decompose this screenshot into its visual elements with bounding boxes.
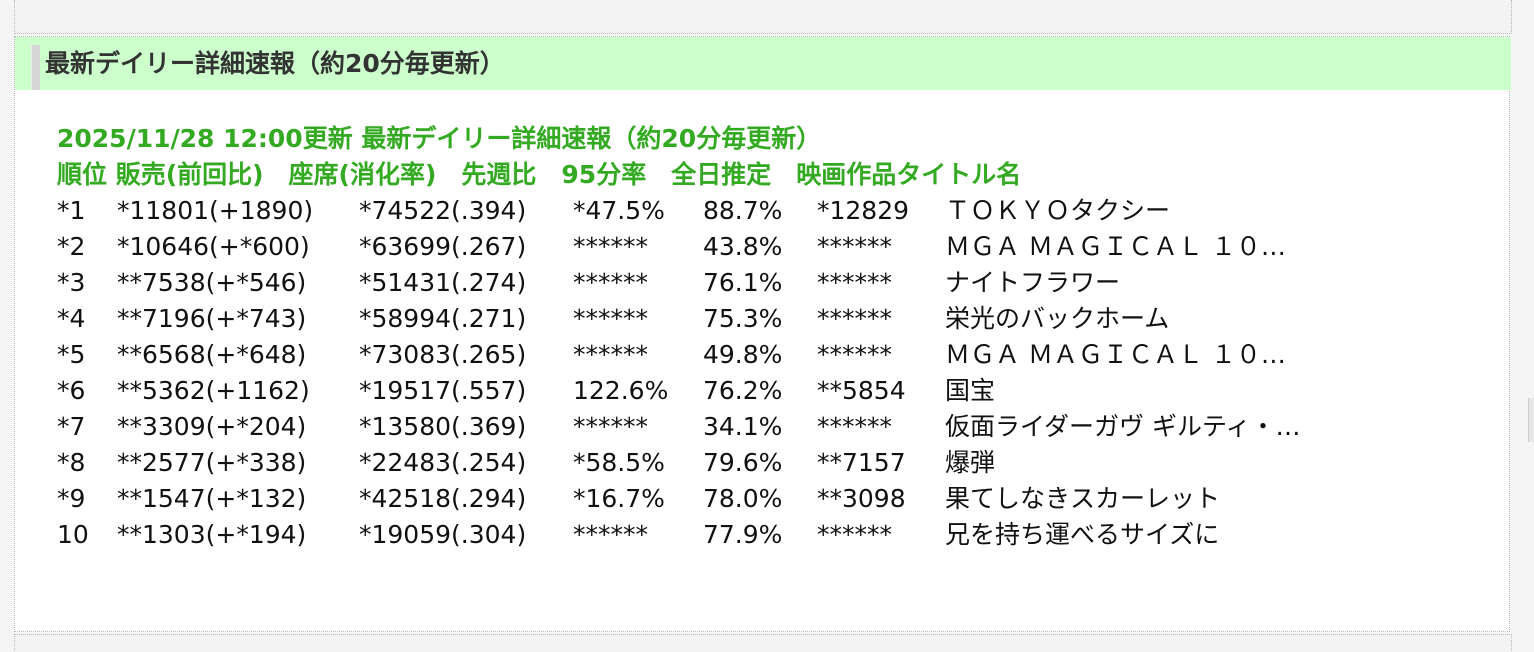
rank-cell: *9 bbox=[57, 484, 86, 513]
seats-cell: *73083(.265) bbox=[359, 340, 527, 369]
movie-title-cell: 爆弾 bbox=[945, 448, 996, 477]
previous-panel-edge bbox=[14, 0, 1512, 34]
sales-cell: *11801(+1890) bbox=[117, 196, 314, 225]
ranking-row: *7 **3309(+*204) *13580(.369) ****** 34.… bbox=[57, 409, 1477, 445]
rank-cell: *4 bbox=[57, 304, 86, 333]
movie-title-cell: ＴＯＫＹＯタクシー bbox=[945, 196, 1171, 225]
movie-title-cell: 国宝 bbox=[945, 376, 996, 405]
week-ratio-cell: ****** bbox=[573, 232, 648, 261]
movie-title-cell: 兄を持ち運べるサイズに bbox=[945, 520, 1220, 549]
week-ratio-cell: 122.6% bbox=[573, 376, 669, 405]
panel-title: 最新デイリー詳細速報（約20分毎更新） bbox=[45, 49, 505, 78]
full-day-estimate-cell: ****** bbox=[817, 232, 892, 261]
panel-header: 最新デイリー詳細速報（約20分毎更新） bbox=[15, 37, 1511, 90]
rank-cell: *1 bbox=[57, 196, 86, 225]
sales-cell: **6568(+*648) bbox=[117, 340, 307, 369]
seats-cell: *74522(.394) bbox=[359, 196, 527, 225]
seats-cell: *51431(.274) bbox=[359, 268, 527, 297]
sales-cell: **3309(+*204) bbox=[117, 412, 307, 441]
full-day-estimate-cell: **3098 bbox=[817, 484, 906, 513]
rate-95-cell: 49.8% bbox=[703, 340, 783, 369]
ranking-row: *3 **7538(+*546) *51431(.274) ****** 76.… bbox=[57, 265, 1477, 301]
report-timestamp: 2025/11/28 12:00更新 最新デイリー詳細速報（約20分毎更新） bbox=[57, 124, 822, 153]
header-tab-marker bbox=[31, 45, 40, 90]
rate-95-cell: 34.1% bbox=[703, 412, 783, 441]
movie-title-cell: ＭＧＡ ＭＡＧＩＣＡＬ １０… bbox=[945, 232, 1286, 261]
rate-95-cell: 78.0% bbox=[703, 484, 783, 513]
movie-title-cell: ＭＧＡ ＭＡＧＩＣＡＬ １０… bbox=[945, 340, 1286, 369]
seats-cell: *42518(.294) bbox=[359, 484, 527, 513]
ranking-row: 10 **1303(+*194) *19059(.304) ****** 77.… bbox=[57, 517, 1477, 553]
sales-cell: *10646(+*600) bbox=[117, 232, 310, 261]
rate-95-cell: 76.1% bbox=[703, 268, 783, 297]
sales-cell: **7196(+*743) bbox=[117, 304, 307, 333]
scroll-edge-marker bbox=[1528, 398, 1534, 442]
rank-cell: *5 bbox=[57, 340, 86, 369]
rank-cell: 10 bbox=[57, 520, 89, 549]
week-ratio-cell: ****** bbox=[573, 340, 648, 369]
daily-report-panel: 最新デイリー詳細速報（約20分毎更新） 2025/11/28 12:00更新 最… bbox=[14, 36, 1511, 632]
full-day-estimate-cell: **7157 bbox=[817, 448, 906, 477]
rate-95-cell: 75.3% bbox=[703, 304, 783, 333]
report-column-headers: 順位 販売(前回比) 座席(消化率) 先週比 95分率 全日推定 映画作品タイト… bbox=[57, 160, 1022, 189]
seats-cell: *63699(.267) bbox=[359, 232, 527, 261]
report-content: 2025/11/28 12:00更新 最新デイリー詳細速報（約20分毎更新） 順… bbox=[57, 121, 1477, 553]
ranking-row: *6 **5362(+1162) *19517(.557) 122.6% 76.… bbox=[57, 373, 1477, 409]
next-panel-edge bbox=[14, 634, 1512, 652]
movie-title-cell: 栄光のバックホーム bbox=[945, 304, 1170, 333]
week-ratio-cell: ****** bbox=[573, 412, 648, 441]
ranking-row: *8 **2577(+*338) *22483(.254) *58.5% 79.… bbox=[57, 445, 1477, 481]
week-ratio-cell: *58.5% bbox=[573, 448, 665, 477]
rank-cell: *8 bbox=[57, 448, 86, 477]
week-ratio-cell: *47.5% bbox=[573, 196, 665, 225]
rate-95-cell: 43.8% bbox=[703, 232, 783, 261]
rate-95-cell: 88.7% bbox=[703, 196, 783, 225]
full-day-estimate-cell: ****** bbox=[817, 268, 892, 297]
sales-cell: **1303(+*194) bbox=[117, 520, 307, 549]
ranking-row: *5 **6568(+*648) *73083(.265) ****** 49.… bbox=[57, 337, 1477, 373]
sales-cell: **5362(+1162) bbox=[117, 376, 310, 405]
week-ratio-cell: *16.7% bbox=[573, 484, 665, 513]
full-day-estimate-cell: *12829 bbox=[817, 196, 910, 225]
movie-title-cell: ナイトフラワー bbox=[945, 268, 1121, 297]
full-day-estimate-cell: ****** bbox=[817, 340, 892, 369]
rank-cell: *7 bbox=[57, 412, 86, 441]
rate-95-cell: 76.2% bbox=[703, 376, 783, 405]
seats-cell: *22483(.254) bbox=[359, 448, 527, 477]
full-day-estimate-cell: **5854 bbox=[817, 376, 906, 405]
ranking-row: *4 **7196(+*743) *58994(.271) ****** 75.… bbox=[57, 301, 1477, 337]
full-day-estimate-cell: ****** bbox=[817, 520, 892, 549]
week-ratio-cell: ****** bbox=[573, 520, 648, 549]
seats-cell: *19517(.557) bbox=[359, 376, 527, 405]
full-day-estimate-cell: ****** bbox=[817, 412, 892, 441]
seats-cell: *19059(.304) bbox=[359, 520, 527, 549]
rank-cell: *6 bbox=[57, 376, 86, 405]
ranking-row: *9 **1547(+*132) *42518(.294) *16.7% 78.… bbox=[57, 481, 1477, 517]
ranking-row: *2 *10646(+*600) *63699(.267) ****** 43.… bbox=[57, 229, 1477, 265]
movie-title-cell: 仮面ライダーガヴ ギルティ・… bbox=[945, 412, 1301, 441]
week-ratio-cell: ****** bbox=[573, 304, 648, 333]
full-day-estimate-cell: ****** bbox=[817, 304, 892, 333]
sales-cell: **2577(+*338) bbox=[117, 448, 307, 477]
seats-cell: *13580(.369) bbox=[359, 412, 527, 441]
rate-95-cell: 79.6% bbox=[703, 448, 783, 477]
seats-cell: *58994(.271) bbox=[359, 304, 527, 333]
movie-title-cell: 果てしなきスカーレット bbox=[945, 484, 1221, 513]
sales-cell: **7538(+*546) bbox=[117, 268, 307, 297]
rate-95-cell: 77.9% bbox=[703, 520, 783, 549]
ranking-row: *1 *11801(+1890) *74522(.394) *47.5% 88.… bbox=[57, 193, 1477, 229]
week-ratio-cell: ****** bbox=[573, 268, 648, 297]
rank-cell: *2 bbox=[57, 232, 86, 261]
sales-cell: **1547(+*132) bbox=[117, 484, 307, 513]
rank-cell: *3 bbox=[57, 268, 86, 297]
